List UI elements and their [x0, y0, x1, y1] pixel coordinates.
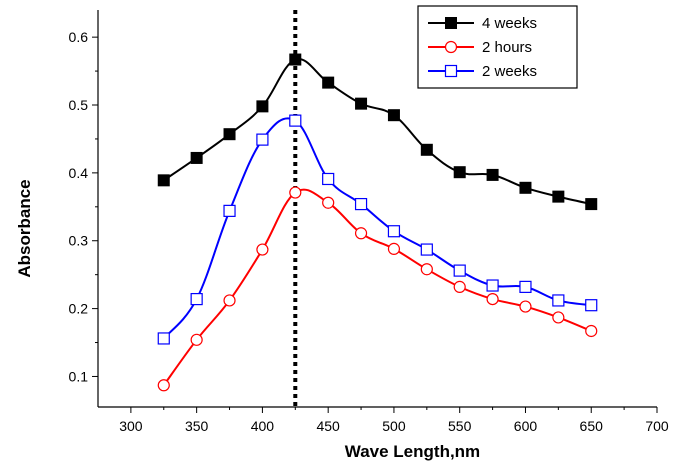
data-point — [387, 109, 400, 122]
x-tick-label: 500 — [382, 418, 406, 434]
data-point — [322, 172, 335, 186]
series-2-weeks — [157, 114, 598, 345]
data-point — [420, 263, 433, 276]
data-point — [289, 114, 302, 127]
legend-label: 4 weeks — [482, 15, 537, 32]
x-tick-label: 700 — [645, 418, 669, 434]
legend-entry: 2 hours — [428, 39, 532, 56]
x-axis-title: Wave Length,nm — [345, 442, 480, 461]
data-point — [223, 204, 236, 217]
axes: 300 350 400 450 500 550 600 650 700 0.1 0.2 0.3 0.4 0… — [69, 10, 669, 434]
data-point — [289, 53, 302, 66]
x-tick-label: 650 — [580, 418, 604, 434]
data-point — [256, 243, 269, 256]
series-2-hours — [157, 186, 598, 392]
data-point — [322, 196, 335, 209]
data-point — [420, 243, 433, 256]
legend-marker — [444, 40, 458, 54]
y-tick-label: 0.2 — [69, 301, 89, 317]
data-point — [223, 128, 236, 141]
data-point — [486, 168, 499, 181]
data-point — [585, 299, 598, 312]
data-point — [256, 133, 269, 146]
legend-marker — [444, 64, 458, 78]
y-tick-label: 0.1 — [69, 368, 89, 384]
data-point — [190, 292, 203, 306]
data-point — [157, 379, 170, 392]
data-point — [453, 280, 466, 293]
x-tick-label: 300 — [119, 418, 143, 434]
data-point — [157, 174, 170, 187]
y-tick-label: 0.4 — [69, 165, 89, 181]
legend-label: 2 weeks — [482, 63, 537, 80]
data-point — [519, 181, 532, 194]
legend-entry: 2 weeks — [428, 63, 537, 80]
y-tick-label: 0.3 — [69, 233, 89, 249]
legend-label: 2 hours — [482, 39, 532, 56]
data-point — [486, 292, 499, 306]
data-point — [453, 264, 466, 277]
data-point — [355, 97, 368, 110]
data-point — [519, 300, 532, 313]
x-tick-label: 550 — [448, 418, 472, 434]
x-tick-label: 350 — [185, 418, 209, 434]
legend-entry: 4 weeks — [428, 15, 537, 32]
y-tick-label: 0.5 — [69, 97, 89, 113]
data-point — [585, 198, 598, 211]
x-tick-label: 450 — [316, 418, 340, 434]
data-point — [453, 166, 466, 179]
data-point — [420, 143, 433, 156]
data-point — [190, 151, 203, 164]
data-point — [354, 197, 368, 211]
data-point — [387, 225, 401, 238]
data-point — [322, 76, 335, 89]
data-point — [157, 332, 170, 345]
legend: 4 weeks 2 hours 2 weeks — [417, 5, 578, 89]
data-point — [190, 333, 203, 346]
data-point — [486, 279, 499, 292]
x-tick-label: 400 — [251, 418, 275, 434]
data-point — [585, 324, 598, 338]
data-point — [289, 186, 302, 199]
data-point — [552, 311, 565, 324]
data-point — [552, 190, 565, 203]
data-point — [519, 280, 532, 293]
series-layer — [157, 53, 598, 392]
data-point — [354, 227, 368, 240]
y-tick-label: 0.6 — [69, 29, 89, 45]
data-point — [223, 294, 236, 307]
series-4-weeks — [157, 53, 598, 211]
data-point — [552, 294, 565, 307]
x-tick-label: 600 — [514, 418, 538, 434]
legend-marker — [445, 17, 457, 29]
data-point — [387, 242, 401, 255]
y-axis-title: Absorbance — [15, 179, 34, 277]
data-point — [256, 100, 269, 113]
